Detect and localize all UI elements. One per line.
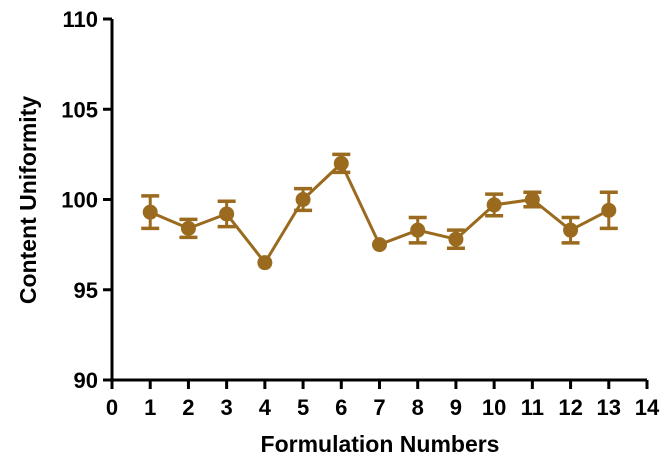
x-tick-label: 3 <box>221 395 233 420</box>
data-point <box>448 231 464 247</box>
x-tick-label: 5 <box>297 395 309 420</box>
x-tick-label: 7 <box>373 395 385 420</box>
x-tick-label: 8 <box>412 395 424 420</box>
x-tick-label: 14 <box>635 395 660 420</box>
data-point <box>601 202 617 218</box>
data-point <box>524 192 540 207</box>
data-point <box>333 155 349 171</box>
data-point <box>180 220 196 236</box>
x-tick-label: 2 <box>182 395 194 420</box>
y-tick-label: 90 <box>74 368 98 393</box>
data-point <box>410 222 426 238</box>
x-tick-label: 13 <box>597 395 621 420</box>
y-tick-label: 110 <box>63 7 99 32</box>
data-point <box>563 222 579 238</box>
x-tick-label: 10 <box>482 395 506 420</box>
data-point <box>219 206 235 222</box>
x-tick-label: 11 <box>521 395 544 420</box>
data-point <box>486 197 502 213</box>
plot-area <box>141 152 618 271</box>
x-tick-label: 9 <box>450 395 462 420</box>
x-tick-label: 0 <box>106 395 118 420</box>
data-point <box>372 237 387 253</box>
data-point <box>142 204 158 220</box>
x-axis-title: Formulation Numbers <box>261 431 500 457</box>
x-tick-label: 4 <box>259 395 272 420</box>
y-tick-label: 95 <box>74 278 98 303</box>
data-point <box>295 192 311 207</box>
y-tick-label: 105 <box>61 97 98 122</box>
x-tick-label: 6 <box>335 395 347 420</box>
x-tick-label: 12 <box>558 395 582 420</box>
x-tick-label: 1 <box>144 395 156 420</box>
y-axis-title: Content Uniformity <box>15 96 41 304</box>
y-tick-label: 100 <box>61 188 98 213</box>
data-point <box>257 255 273 271</box>
